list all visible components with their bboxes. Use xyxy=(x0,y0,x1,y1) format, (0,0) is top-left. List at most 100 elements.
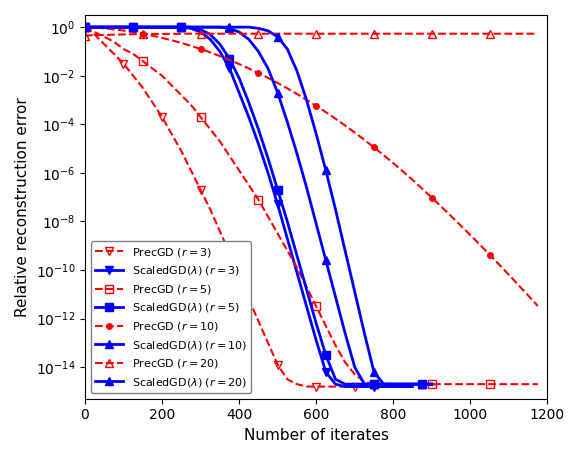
ScaledGD($\lambda$) ($r = 5$) xyxy=(149,24,156,30)
ScaledGD($\lambda$) ($r = 5$) xyxy=(409,382,416,387)
ScaledGD($\lambda$) ($r = 3$) xyxy=(101,24,108,30)
ScaledGD($\lambda$) ($r = 3$) xyxy=(303,304,310,309)
PrecGD ($r = 5$) xyxy=(245,182,252,188)
ScaledGD($\lambda$) ($r = 5$) xyxy=(197,27,204,33)
ScaledGD($\lambda$) ($r = 20$) xyxy=(101,24,108,30)
PrecGD ($r = 5$) xyxy=(158,73,165,78)
PrecGD ($r = 3$) xyxy=(81,24,88,30)
PrecGD ($r = 20$) xyxy=(332,31,339,37)
ScaledGD($\lambda$) ($r = 5$) xyxy=(139,24,146,30)
PrecGD ($r = 20$) xyxy=(390,31,397,37)
PrecGD ($r = 20$) xyxy=(187,31,194,37)
ScaledGD($\lambda$) ($r = 10$) xyxy=(409,382,416,387)
PrecGD ($r = 5$) xyxy=(371,382,378,387)
ScaledGD($\lambda$) ($r = 3$) xyxy=(371,384,378,389)
PrecGD ($r = 5$) xyxy=(197,114,204,120)
PrecGD ($r = 3$) xyxy=(264,340,271,346)
ScaledGD($\lambda$) ($r = 5$) xyxy=(110,24,117,30)
PrecGD ($r = 10$) xyxy=(178,40,185,46)
PrecGD ($r = 3$) xyxy=(216,229,223,234)
ScaledGD($\lambda$) ($r = 5$) xyxy=(351,382,358,387)
PrecGD ($r = 5$) xyxy=(419,382,426,387)
ScaledGD($\lambda$) ($r = 10$) xyxy=(245,37,252,42)
PrecGD ($r = 5$) xyxy=(534,382,541,387)
PrecGD ($r = 3$) xyxy=(322,384,329,389)
PrecGD ($r = 3$) xyxy=(235,272,242,278)
PrecGD ($r = 5$) xyxy=(438,382,445,387)
ScaledGD($\lambda$) ($r = 20$) xyxy=(139,24,146,30)
PrecGD ($r = 10$) xyxy=(361,137,368,142)
PrecGD ($r = 10$) xyxy=(91,25,98,30)
PrecGD ($r = 10$) xyxy=(322,109,329,115)
PrecGD ($r = 20$) xyxy=(226,31,233,37)
PrecGD ($r = 5$) xyxy=(390,382,397,387)
PrecGD ($r = 10$) xyxy=(158,35,165,41)
ScaledGD($\lambda$) ($r = 10$) xyxy=(429,382,436,387)
ScaledGD($\lambda$) ($r = 3$) xyxy=(178,24,185,30)
PrecGD ($r = 5$) xyxy=(313,304,320,309)
PrecGD ($r = 5$) xyxy=(332,343,339,348)
PrecGD ($r = 5$) xyxy=(351,372,358,377)
PrecGD ($r = 10$) xyxy=(534,303,541,309)
PrecGD ($r = 5$) xyxy=(255,197,262,202)
ScaledGD($\lambda$) ($r = 3$) xyxy=(409,384,416,389)
ScaledGD($\lambda$) ($r = 10$) xyxy=(216,24,223,30)
ScaledGD($\lambda$) ($r = 10$) xyxy=(322,257,329,263)
ScaledGD($\lambda$) ($r = 10$) xyxy=(120,24,127,30)
ScaledGD($\lambda$) ($r = 5$) xyxy=(235,76,242,81)
X-axis label: Number of iterates: Number of iterates xyxy=(244,428,389,443)
ScaledGD($\lambda$) ($r = 10$) xyxy=(158,24,165,30)
PrecGD ($r = 10$) xyxy=(409,177,416,183)
PrecGD ($r = 20$) xyxy=(467,31,474,37)
ScaledGD($\lambda$) ($r = 20$) xyxy=(158,24,165,30)
ScaledGD($\lambda$) ($r = 20$) xyxy=(380,382,387,387)
PrecGD ($r = 10$) xyxy=(313,103,320,109)
ScaledGD($\lambda$) ($r = 5$) xyxy=(245,100,252,105)
ScaledGD($\lambda$) ($r = 5$) xyxy=(178,24,185,30)
ScaledGD($\lambda$) ($r = 10$) xyxy=(226,26,233,31)
PrecGD ($r = 10$) xyxy=(274,80,281,86)
ScaledGD($\lambda$) ($r = 20$) xyxy=(120,24,127,30)
PrecGD ($r = 3$) xyxy=(91,32,98,37)
ScaledGD($\lambda$) ($r = 20$) xyxy=(149,24,156,30)
ScaledGD($\lambda$) ($r = 3$) xyxy=(81,24,88,30)
PrecGD ($r = 10$) xyxy=(187,43,194,49)
PrecGD ($r = 20$) xyxy=(120,32,127,37)
PrecGD ($r = 5$) xyxy=(91,29,98,35)
ScaledGD($\lambda$) ($r = 3$) xyxy=(187,26,194,31)
PrecGD ($r = 5$) xyxy=(274,231,281,236)
PrecGD ($r = 5$) xyxy=(322,323,329,328)
Line: ScaledGD($\lambda$) ($r = 10$): ScaledGD($\lambda$) ($r = 10$) xyxy=(81,23,436,388)
PrecGD ($r = 10$) xyxy=(255,70,262,76)
ScaledGD($\lambda$) ($r = 10$) xyxy=(168,24,175,30)
ScaledGD($\lambda$) ($r = 5$) xyxy=(206,32,213,37)
PrecGD ($r = 20$) xyxy=(477,31,484,37)
PrecGD ($r = 10$) xyxy=(515,282,522,288)
ScaledGD($\lambda$) ($r = 20$) xyxy=(293,68,300,74)
ScaledGD($\lambda$) ($r = 5$) xyxy=(168,24,175,30)
PrecGD ($r = 3$) xyxy=(303,384,310,389)
ScaledGD($\lambda$) ($r = 10$) xyxy=(293,151,300,156)
ScaledGD($\lambda$) ($r = 5$) xyxy=(274,187,281,193)
ScaledGD($\lambda$) ($r = 3$) xyxy=(255,141,262,147)
ScaledGD($\lambda$) ($r = 3$) xyxy=(226,65,233,71)
ScaledGD($\lambda$) ($r = 10$) xyxy=(149,24,156,30)
PrecGD ($r = 20$) xyxy=(419,31,426,37)
PrecGD ($r = 5$) xyxy=(226,153,233,158)
ScaledGD($\lambda$) ($r = 20$) xyxy=(351,289,358,294)
ScaledGD($\lambda$) ($r = 5$) xyxy=(303,287,310,292)
ScaledGD($\lambda$) ($r = 20$) xyxy=(390,382,397,387)
ScaledGD($\lambda$) ($r = 20$) xyxy=(178,24,185,30)
PrecGD ($r = 10$) xyxy=(293,91,300,97)
Line: ScaledGD($\lambda$) ($r = 3$): ScaledGD($\lambda$) ($r = 3$) xyxy=(81,23,416,391)
PrecGD ($r = 3$) xyxy=(332,384,339,389)
PrecGD ($r = 20$) xyxy=(130,32,137,37)
ScaledGD($\lambda$) ($r = 10$) xyxy=(235,29,242,35)
PrecGD ($r = 5$) xyxy=(81,24,88,30)
PrecGD ($r = 5$) xyxy=(216,138,223,144)
PrecGD ($r = 20$) xyxy=(149,31,156,37)
PrecGD ($r = 10$) xyxy=(130,29,137,35)
PrecGD ($r = 5$) xyxy=(467,382,474,387)
ScaledGD($\lambda$) ($r = 10$) xyxy=(178,24,185,30)
PrecGD ($r = 5$) xyxy=(130,51,137,57)
